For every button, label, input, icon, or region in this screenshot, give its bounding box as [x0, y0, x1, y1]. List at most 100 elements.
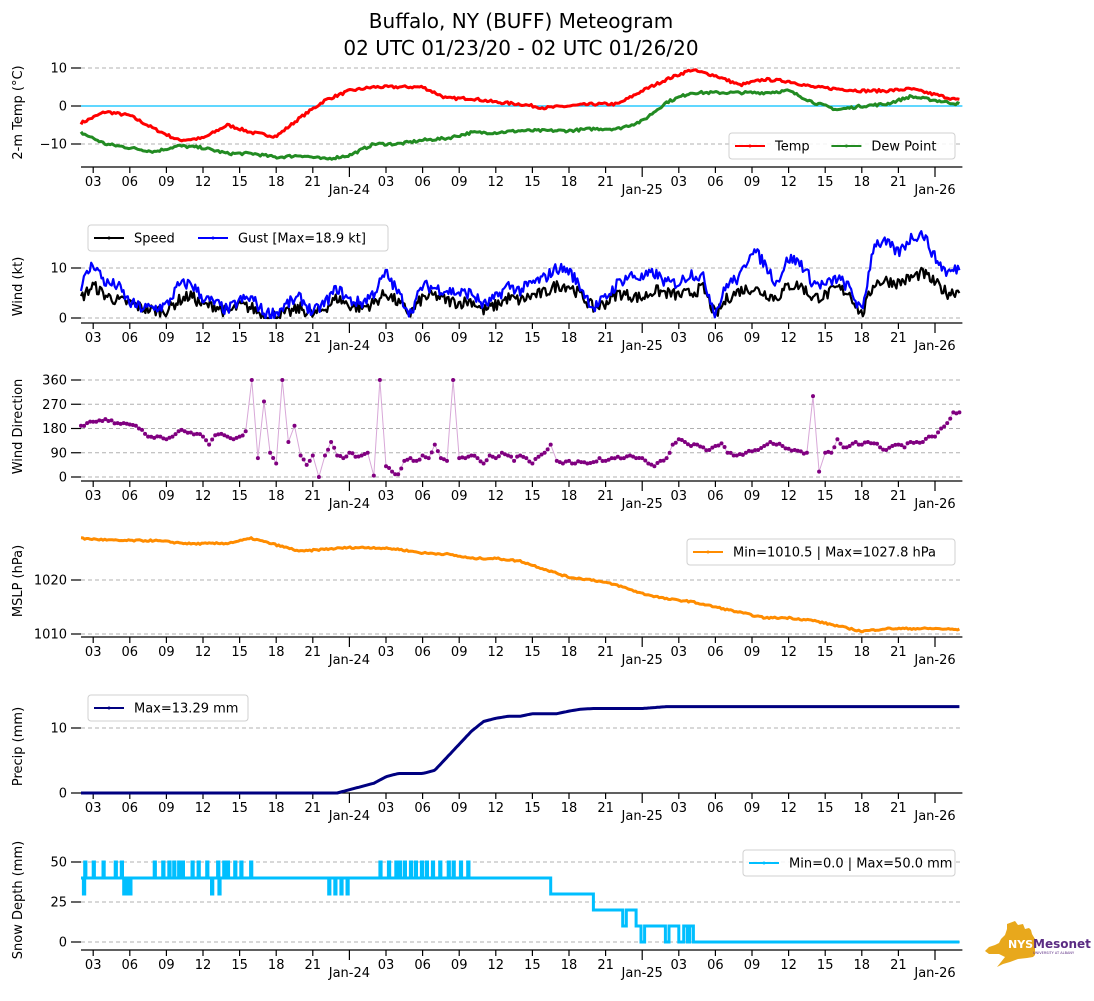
- x-hour-label: 09: [451, 801, 468, 816]
- wind-direction-point: [94, 419, 99, 424]
- y-axis-label: MSLP (hPa): [11, 545, 26, 617]
- x-hour-label: 06: [707, 801, 724, 816]
- wind-direction-point: [481, 461, 486, 466]
- nys-mesonet-logo: NYS Mesonet UNIVERSITY AT ALBANY: [985, 921, 1091, 967]
- wind-direction-point: [923, 436, 928, 441]
- wind-direction-point: [493, 456, 498, 461]
- wind-direction-point: [933, 434, 937, 439]
- x-hour-label: 09: [744, 331, 761, 346]
- wind-direction-point: [496, 454, 501, 459]
- wind-direction-point: [408, 456, 413, 461]
- legend-box: [742, 849, 956, 877]
- x-hour-label: 03: [85, 489, 102, 504]
- legend-temp: Temp Dew Point: [728, 132, 956, 160]
- wind-direction-point: [585, 461, 590, 466]
- wind-direction-point: [713, 444, 718, 449]
- wind-direction-point: [341, 456, 346, 461]
- x-hour-label: 09: [451, 489, 468, 504]
- wind-direction-point: [499, 450, 504, 455]
- panel-wind-direction: Wind Direction 360 270 180 90 0 03 06 09 12 15 18 21…: [11, 374, 963, 512]
- wind-direction-point: [359, 453, 364, 458]
- wind-direction-point: [509, 454, 514, 459]
- wind-direction-point: [624, 454, 629, 459]
- wind-direction-point: [722, 445, 727, 450]
- wind-direction-point: [97, 418, 102, 423]
- wind-direction-point: [725, 450, 730, 455]
- wind-direction-point: [850, 441, 855, 446]
- wind-direction-point: [185, 430, 190, 435]
- wind-direction-point: [435, 449, 440, 454]
- wind-direction-point: [118, 421, 123, 426]
- wind-direction-point: [521, 454, 526, 459]
- legend-mslp: Min=1010.5 | Max=1027.8 hPa: [686, 538, 956, 566]
- wind-direction-point: [548, 442, 553, 447]
- wind-direction-point: [411, 458, 416, 463]
- wind-direction-point: [506, 453, 510, 458]
- wind-direction-point: [887, 445, 892, 450]
- panel-snow-depth: Snow Depth (mm) 50 25 0 03 06 09 12 15 18 21 Jan-24…: [11, 841, 963, 981]
- wind-direction-point: [600, 459, 605, 464]
- x-hour-label: 18: [268, 958, 285, 973]
- wind-direction-point: [868, 441, 873, 446]
- wind-direction-point: [91, 419, 96, 424]
- wind-direction-point: [451, 378, 456, 382]
- x-hour-label: 03: [85, 331, 102, 346]
- x-hour-label: 15: [524, 801, 541, 816]
- x-hour-label: 09: [158, 801, 175, 816]
- wind-direction-point: [179, 427, 184, 432]
- legend-marker: [748, 144, 752, 148]
- x-hour-label: 03: [378, 175, 395, 190]
- x-hour-label: 12: [780, 958, 797, 973]
- wind-direction-point: [936, 430, 941, 435]
- x-hour-label: 15: [817, 645, 834, 660]
- wind-direction-point: [862, 440, 867, 445]
- wind-direction-point: [329, 439, 334, 444]
- x-hour-label: 06: [707, 489, 724, 504]
- wind-direction-point: [127, 422, 132, 427]
- series-line-gust: [79, 230, 961, 320]
- x-hour-label: 21: [890, 175, 907, 190]
- logo-sub-text: UNIVERSITY AT ALBANY: [1033, 951, 1075, 955]
- x-date-label: Jan-26: [913, 653, 955, 668]
- x-hour-label: 09: [744, 175, 761, 190]
- wind-direction-point: [262, 399, 266, 404]
- y-tick-label: 50: [50, 856, 67, 871]
- wind-direction-point: [469, 453, 474, 458]
- wind-direction-point: [399, 466, 404, 471]
- wind-direction-point: [661, 458, 666, 463]
- y-axis-label: 2-m Temp (°C): [11, 65, 26, 159]
- wind-direction-point: [438, 456, 443, 461]
- wind-direction-point: [88, 419, 93, 424]
- wind-direction-point: [527, 459, 532, 464]
- wind-direction-point: [811, 394, 815, 399]
- legend-box: [686, 538, 956, 566]
- wind-direction-point: [85, 421, 90, 426]
- x-hour-label: 15: [524, 175, 541, 190]
- wind-direction-point: [286, 439, 291, 444]
- x-hour-label: 21: [890, 489, 907, 504]
- wind-direction-point: [750, 449, 754, 454]
- x-hour-label: 21: [597, 489, 614, 504]
- wind-direction-point: [292, 423, 297, 428]
- wind-direction-point: [124, 421, 129, 426]
- wind-direction-point: [362, 451, 367, 456]
- wind-direction-point: [326, 447, 331, 452]
- x-hour-label: 09: [744, 489, 761, 504]
- wind-direction-point: [603, 458, 608, 463]
- wind-direction-point: [786, 446, 791, 451]
- wind-direction-point: [542, 450, 547, 455]
- wind-direction-point: [588, 460, 593, 465]
- wind-direction-point: [371, 473, 376, 478]
- wind-direction-point: [170, 434, 175, 439]
- series-line-temp: [79, 68, 960, 143]
- x-hour-label: 18: [561, 175, 578, 190]
- x-hour-label: 15: [817, 801, 834, 816]
- wind-direction-point: [929, 434, 934, 439]
- wind-direction-point: [515, 454, 520, 459]
- x-date-label: Jan-26: [913, 183, 955, 198]
- wind-direction-point: [777, 441, 782, 446]
- wind-direction-point: [457, 456, 462, 461]
- wind-direction-point: [798, 449, 803, 454]
- x-hour-label: 06: [122, 645, 139, 660]
- x-date-label: Jan-26: [913, 809, 955, 824]
